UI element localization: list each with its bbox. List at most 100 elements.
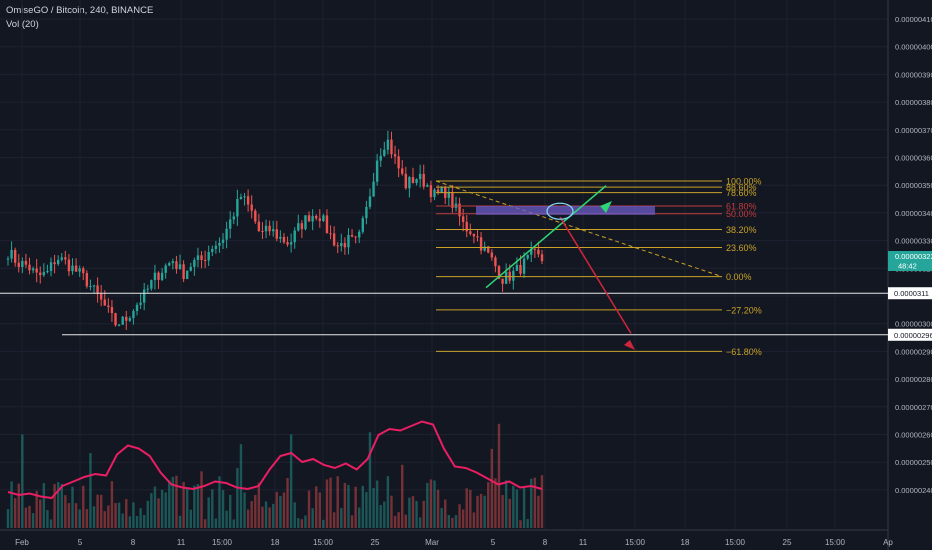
time-tick-label: 11	[177, 538, 186, 547]
breakout-circle[interactable]	[546, 202, 574, 220]
volume-bar	[286, 477, 289, 528]
volume-bar	[78, 509, 81, 528]
bearish-arrowhead-icon	[624, 340, 635, 350]
candle-body	[175, 261, 178, 270]
volume-bar	[185, 487, 189, 528]
candle-body	[504, 271, 508, 284]
candle-body	[447, 191, 451, 198]
volume-bar	[92, 506, 96, 528]
volume-bar	[537, 495, 540, 528]
candle-body	[479, 237, 483, 251]
candle-body	[178, 264, 182, 270]
volume-bar	[304, 515, 307, 528]
candle-body	[221, 239, 225, 243]
volume-bar	[10, 481, 13, 528]
candle-body	[315, 215, 318, 219]
volume-bar	[139, 508, 142, 528]
candle-body	[246, 196, 250, 205]
volume-bar	[375, 480, 379, 528]
volume-bar	[519, 520, 522, 528]
candle-body	[358, 231, 361, 238]
candle-body	[239, 197, 243, 199]
candle-body	[440, 186, 443, 193]
candle-body	[196, 255, 200, 260]
volume-bar	[365, 492, 368, 528]
time-tick-label: 15:00	[725, 538, 746, 547]
candle-body	[229, 219, 232, 229]
candle-body	[325, 215, 329, 234]
volume-bar	[458, 504, 461, 528]
candle-body	[522, 258, 526, 274]
volume-bar	[318, 492, 321, 528]
bullish-arrow-line[interactable]	[485, 185, 607, 289]
volume-bar	[157, 498, 160, 528]
volume-bar	[207, 497, 210, 528]
volume-bar	[483, 495, 486, 528]
candle-body	[415, 179, 418, 183]
volume-bar	[354, 486, 357, 528]
time-tick-label: 25	[783, 538, 792, 547]
candle-body	[157, 272, 160, 280]
volume-bar	[103, 511, 106, 528]
volume-bar	[182, 481, 185, 528]
volume-bar	[239, 444, 243, 528]
candle-body	[343, 243, 347, 248]
price-tick-label: 0.00000360	[895, 154, 932, 163]
candle-body	[494, 257, 497, 267]
volume-bar	[433, 480, 436, 528]
volume-bar	[332, 512, 336, 528]
candle-body	[340, 243, 343, 247]
chart-grid	[0, 0, 889, 550]
candle-body	[211, 248, 214, 253]
volume-bar	[300, 519, 304, 528]
volume-bar	[350, 515, 354, 528]
candle-body	[207, 252, 210, 261]
time-tick-label: 15:00	[625, 538, 646, 547]
candle-body	[82, 268, 85, 274]
volume-ma-line	[7, 420, 543, 500]
volume-bar	[415, 500, 418, 528]
volume-bar	[275, 491, 278, 528]
candle-body	[185, 270, 189, 280]
candle-body	[193, 259, 196, 267]
time-tick-label: 8	[131, 538, 136, 547]
candle-body	[89, 285, 92, 287]
volume-bar	[476, 495, 479, 528]
bearish-arrow-line[interactable]	[559, 216, 632, 334]
candle-body	[121, 316, 124, 325]
volume-bar	[135, 516, 139, 528]
line-296-price-tag	[888, 328, 932, 341]
fib-trend-line	[435, 180, 723, 278]
candle-body	[42, 272, 46, 276]
time-tick-label: 15:00	[212, 538, 233, 547]
volume-bar	[218, 476, 221, 528]
resistance-zone[interactable]	[476, 205, 655, 215]
candle-body	[85, 273, 89, 287]
volume-bar	[444, 499, 447, 528]
candle-body	[264, 225, 268, 232]
volume-bar	[393, 515, 397, 528]
volume-bar	[211, 489, 214, 528]
volume-bar	[246, 509, 250, 528]
price-tick-label: 0.00000370	[895, 126, 932, 135]
volume-bar	[322, 519, 325, 528]
candle-body	[53, 262, 56, 265]
volume-bar	[236, 468, 239, 528]
price-tick-label: 0.00000300	[895, 320, 932, 329]
volume-bar	[397, 512, 400, 528]
candle-body	[329, 233, 332, 235]
candle-body	[426, 185, 429, 187]
volume-bar	[175, 475, 178, 528]
candle-body	[483, 246, 486, 251]
time-tick-label: 25	[371, 538, 380, 547]
candle-body	[257, 221, 261, 231]
candle-body	[372, 181, 375, 197]
candle-body	[71, 265, 74, 272]
volume-bar	[168, 480, 171, 528]
price-tick-label: 0.00000390	[895, 70, 932, 79]
candle-body	[39, 272, 42, 276]
candle-body	[347, 234, 350, 248]
candle-body	[261, 230, 264, 232]
volume-bar	[21, 434, 24, 528]
